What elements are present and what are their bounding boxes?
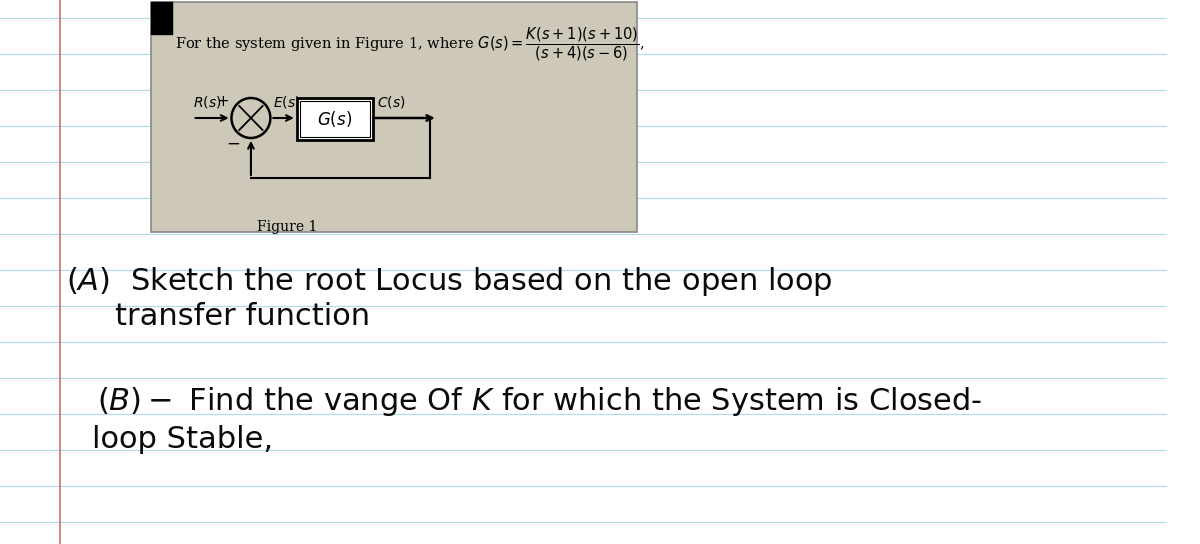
Bar [300, 101, 370, 137]
Text: −: − [227, 135, 240, 153]
Text: For the system given in Figure 1, where $G(s) = \dfrac{K(s+1)(s+10)}{(s+4)(s-6)}: For the system given in Figure 1, where … [175, 25, 644, 63]
Text: loop Stable,: loop Stable, [92, 425, 274, 454]
Bar [151, 2, 172, 34]
Text: $(A)$  Sketch the root Locus based on the open loop: $(A)$ Sketch the root Locus based on the… [66, 265, 833, 298]
Text: transfer function: transfer function [115, 302, 370, 331]
Text: $C(s)$: $C(s)$ [377, 94, 406, 110]
Bar [296, 98, 372, 140]
Text: $R(s)$: $R(s)$ [192, 94, 221, 110]
Text: Figure 1: Figure 1 [257, 220, 317, 234]
Text: +: + [216, 95, 229, 109]
Text: $E(s)$: $E(s)$ [274, 94, 301, 110]
Text: $G(s)$: $G(s)$ [317, 109, 352, 129]
Bar [151, 2, 637, 232]
Text: $(B)-$ Find the vange Of $K$ for which the System is Closed-: $(B)-$ Find the vange Of $K$ for which t… [97, 385, 983, 418]
